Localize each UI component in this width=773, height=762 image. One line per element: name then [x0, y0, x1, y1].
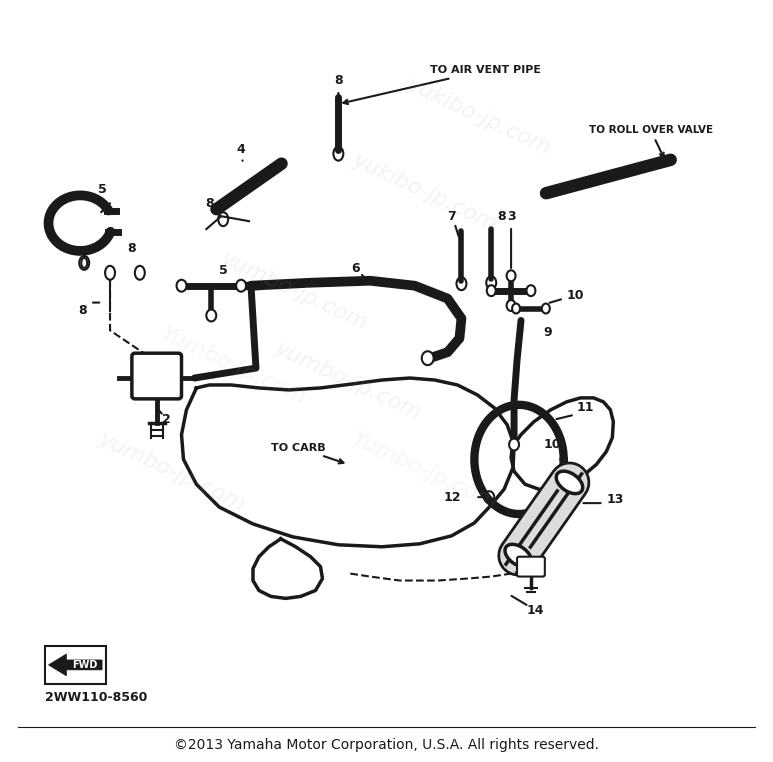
Text: yumbo-jp.com: yumbo-jp.com: [95, 429, 248, 514]
Ellipse shape: [236, 280, 246, 292]
Text: 7: 7: [447, 210, 456, 223]
Text: 11: 11: [577, 402, 594, 415]
Text: ©2013 Yamaha Motor Corporation, U.S.A. All rights reserved.: ©2013 Yamaha Motor Corporation, U.S.A. A…: [173, 738, 598, 752]
Text: yukibo-jp.com: yukibo-jp.com: [349, 149, 500, 234]
Ellipse shape: [506, 300, 516, 311]
Ellipse shape: [506, 271, 516, 281]
Ellipse shape: [542, 303, 550, 313]
Text: yumbo-jp.com: yumbo-jp.com: [218, 248, 371, 333]
Text: 13: 13: [606, 492, 624, 506]
Text: 4: 4: [237, 143, 246, 156]
FancyBboxPatch shape: [45, 646, 106, 684]
Ellipse shape: [105, 266, 115, 280]
Ellipse shape: [422, 351, 434, 365]
Ellipse shape: [505, 544, 532, 567]
Ellipse shape: [135, 266, 145, 280]
Text: Yumbo-jp.com: Yumbo-jp.com: [157, 323, 309, 408]
Ellipse shape: [487, 285, 495, 296]
FancyBboxPatch shape: [517, 557, 545, 577]
Text: 12: 12: [444, 491, 461, 504]
Ellipse shape: [509, 439, 519, 450]
Text: 5: 5: [219, 264, 227, 277]
Text: yumbo-jp.com: yumbo-jp.com: [271, 338, 424, 424]
Text: 14: 14: [527, 604, 544, 616]
Ellipse shape: [526, 285, 536, 296]
FancyBboxPatch shape: [132, 354, 182, 399]
Text: 2WW110-8560: 2WW110-8560: [45, 691, 147, 704]
Text: 5: 5: [97, 183, 107, 196]
Ellipse shape: [81, 258, 87, 267]
Text: yukibo-jp.com: yukibo-jp.com: [404, 74, 554, 158]
Text: 8: 8: [205, 197, 213, 210]
Ellipse shape: [486, 277, 496, 289]
Text: 8: 8: [334, 74, 342, 87]
Text: TO AIR VENT PIPE: TO AIR VENT PIPE: [343, 66, 540, 104]
Polygon shape: [49, 654, 102, 676]
Text: 10: 10: [567, 289, 584, 302]
Text: 8: 8: [78, 304, 87, 317]
Ellipse shape: [484, 491, 494, 503]
Text: 10: 10: [544, 438, 561, 451]
Text: 8: 8: [497, 210, 506, 223]
Text: 2: 2: [162, 413, 171, 426]
Text: TO CARB: TO CARB: [271, 443, 343, 463]
Ellipse shape: [206, 309, 216, 322]
Text: Yumbo-jp.com: Yumbo-jp.com: [349, 429, 501, 514]
Text: 3: 3: [507, 210, 516, 223]
Text: 8: 8: [128, 242, 136, 255]
Ellipse shape: [512, 303, 520, 313]
Text: TO ROLL OVER VALVE: TO ROLL OVER VALVE: [588, 125, 713, 157]
Text: 9: 9: [544, 326, 553, 339]
Ellipse shape: [176, 280, 186, 292]
Text: 6: 6: [351, 262, 359, 275]
Ellipse shape: [557, 471, 583, 494]
Ellipse shape: [80, 256, 89, 270]
Ellipse shape: [333, 147, 343, 161]
Text: FWD: FWD: [73, 660, 97, 670]
Ellipse shape: [457, 277, 466, 290]
Ellipse shape: [218, 213, 228, 226]
